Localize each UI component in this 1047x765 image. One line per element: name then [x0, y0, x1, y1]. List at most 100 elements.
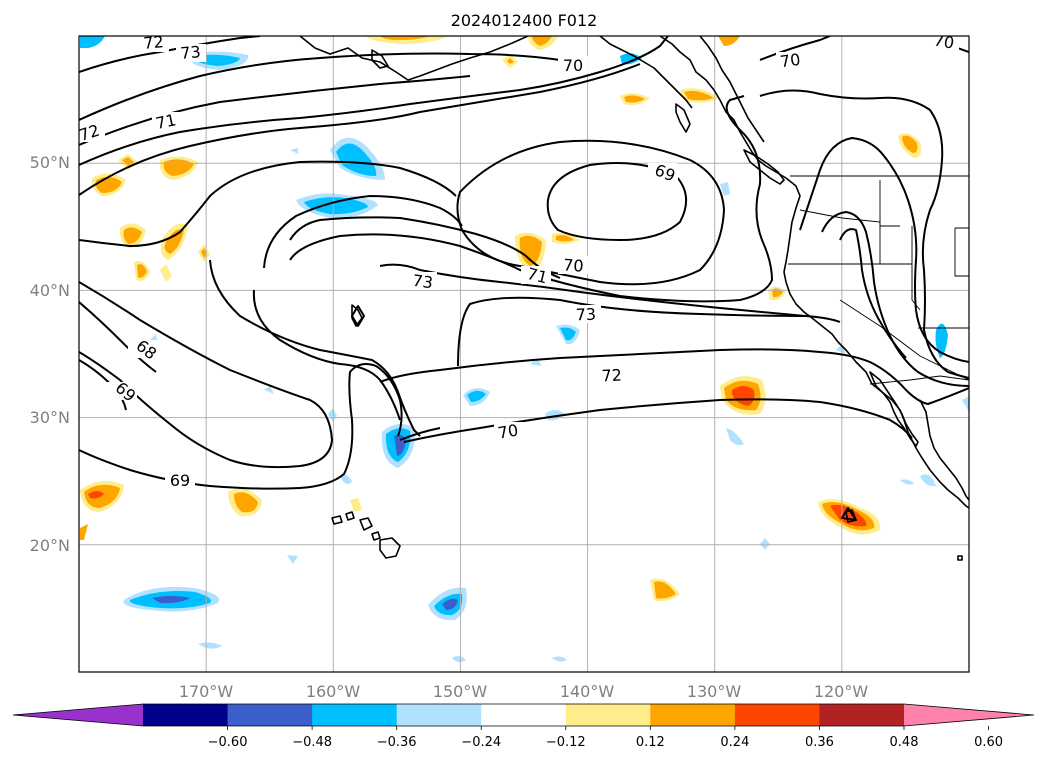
positive-anomaly-blob	[514, 232, 580, 272]
contour-line-sw	[399, 427, 441, 441]
colorbar-swatch	[227, 704, 313, 726]
positive-anomaly-blob	[620, 36, 740, 106]
map-panel: 72 73 70 70 70 72 71 69 70 71 73 73 68	[77, 30, 969, 672]
positive-anomaly-blob	[818, 499, 881, 535]
negative-anomaly-blob	[556, 324, 580, 345]
contour-small-triangle	[841, 507, 857, 521]
contour-line-73-lower	[457, 296, 809, 367]
contour-label: 71	[154, 110, 178, 133]
haida-gwaii	[675, 103, 691, 133]
colorbar-swatch	[481, 704, 567, 726]
negative-anomaly-blob	[428, 587, 467, 621]
mexico-coastline	[919, 399, 969, 501]
negative-anomaly-blob	[463, 388, 490, 406]
colorbar-swatch	[143, 704, 229, 726]
contour-label: 70	[779, 50, 802, 72]
contour-line-east-3	[821, 211, 969, 387]
political-borders	[788, 175, 969, 385]
positive-anomaly-blob	[119, 223, 146, 248]
contour-line-72-lower	[379, 348, 969, 405]
lon-label: 120°W	[814, 682, 869, 701]
lat-label: 40°N	[30, 281, 70, 300]
contour-line-71-lower	[289, 216, 561, 279]
colorbar-tick-label: 0.36	[805, 735, 834, 750]
contour-line-big-loop	[209, 259, 421, 437]
colorbar-swatch	[312, 704, 398, 726]
colorbar-swatch	[734, 704, 820, 726]
colorbar-swatch	[650, 704, 736, 726]
contour-label: 72	[77, 121, 102, 145]
contour-label: 70	[496, 420, 519, 442]
contour-line-loop-upper	[263, 195, 463, 269]
lon-label: 160°W	[306, 682, 361, 701]
colorbar-tick-label: −0.24	[461, 735, 501, 750]
lon-label: 170°W	[179, 682, 234, 701]
contour-line-east-4	[839, 228, 907, 359]
contour-label: 69	[170, 471, 190, 490]
positive-anomaly-blob	[650, 578, 680, 602]
negative-anomaly-blob	[123, 586, 220, 612]
contour-line-loop-right	[252, 289, 401, 421]
colorbar-tick-label: 0.48	[890, 735, 919, 750]
contour-line-71	[79, 75, 471, 146]
negative-anomaly-blob	[330, 137, 385, 180]
contour-label: 70	[563, 56, 583, 75]
negative-anomaly-blob	[296, 193, 378, 219]
positive-anomaly-blob	[720, 376, 766, 415]
contour-label: 70	[563, 255, 585, 275]
colorbar-tick-label: 0.60	[974, 735, 1003, 750]
lat-label: 30°N	[30, 408, 70, 427]
contour-label: 70	[932, 30, 955, 52]
height-contours	[79, 36, 969, 521]
colorbar-tick-label: −0.60	[208, 735, 248, 750]
contour-line-71-inner	[289, 95, 773, 303]
contour-line-71-ring	[79, 160, 457, 247]
colorbar-swatch	[396, 704, 482, 726]
contour-line-east	[759, 89, 969, 379]
vancouver-island	[743, 149, 785, 185]
colorbar-tick-label: −0.36	[377, 735, 417, 750]
positive-anomaly-blob	[160, 223, 188, 260]
contour-label: 73	[575, 305, 596, 325]
negative-anomaly-blob	[381, 423, 415, 468]
negative-anomaly-blob	[80, 36, 105, 48]
lon-label: 130°W	[687, 682, 742, 701]
colorbar-extend-min	[13, 704, 143, 726]
contour-label: 72	[601, 365, 622, 385]
contour-line-68	[79, 301, 157, 373]
contour-line-69	[546, 162, 687, 241]
lat-label: 50°N	[30, 153, 70, 172]
contour-small-diamond	[351, 305, 365, 327]
contour-line-wave	[79, 281, 333, 469]
positive-anomaly-blob	[365, 36, 558, 50]
colorbar-tick-label: 0.24	[720, 735, 749, 750]
positive-anomaly-blob	[898, 133, 922, 158]
colorbar-outline	[12, 703, 1035, 727]
hawaiian-islands	[331, 511, 401, 559]
colorbar-ticks: −0.60 −0.48 −0.36 −0.24 −0.12 0.12 0.24 0.36 0.4…	[208, 726, 1003, 750]
positive-anomaly-blob	[228, 488, 262, 517]
contour-line-70b	[79, 36, 669, 166]
negative-anomaly-blob	[726, 428, 744, 446]
colorbar-swatch	[819, 704, 905, 726]
map-title: 2024012400 F012	[451, 11, 598, 30]
small-island	[957, 555, 963, 561]
colorbar-tick-label: −0.12	[546, 735, 586, 750]
longitude-labels: 170°W 160°W 150°W 140°W 130°W 120°W	[179, 682, 869, 701]
colorbar-tick-label: −0.48	[292, 735, 332, 750]
contour-label: 73	[180, 42, 202, 63]
negative-anomaly-blob	[900, 474, 936, 487]
contour-line-70-n	[759, 36, 831, 61]
contour-label: 72	[143, 32, 165, 53]
map-frame	[78, 35, 970, 673]
negative-anomaly-blob	[150, 148, 969, 663]
baja-coastline	[869, 371, 919, 447]
colorbar-extend-max	[904, 704, 1034, 726]
latitude-labels: 50°N 40°N 30°N 20°N	[30, 153, 70, 555]
colorbar	[12, 703, 1035, 727]
alaska-panhandle-coastline	[599, 36, 765, 143]
contour-line-70	[79, 63, 641, 196]
positive-anomaly-blob	[80, 481, 124, 512]
colorbar-tick-label: 0.12	[636, 735, 665, 750]
